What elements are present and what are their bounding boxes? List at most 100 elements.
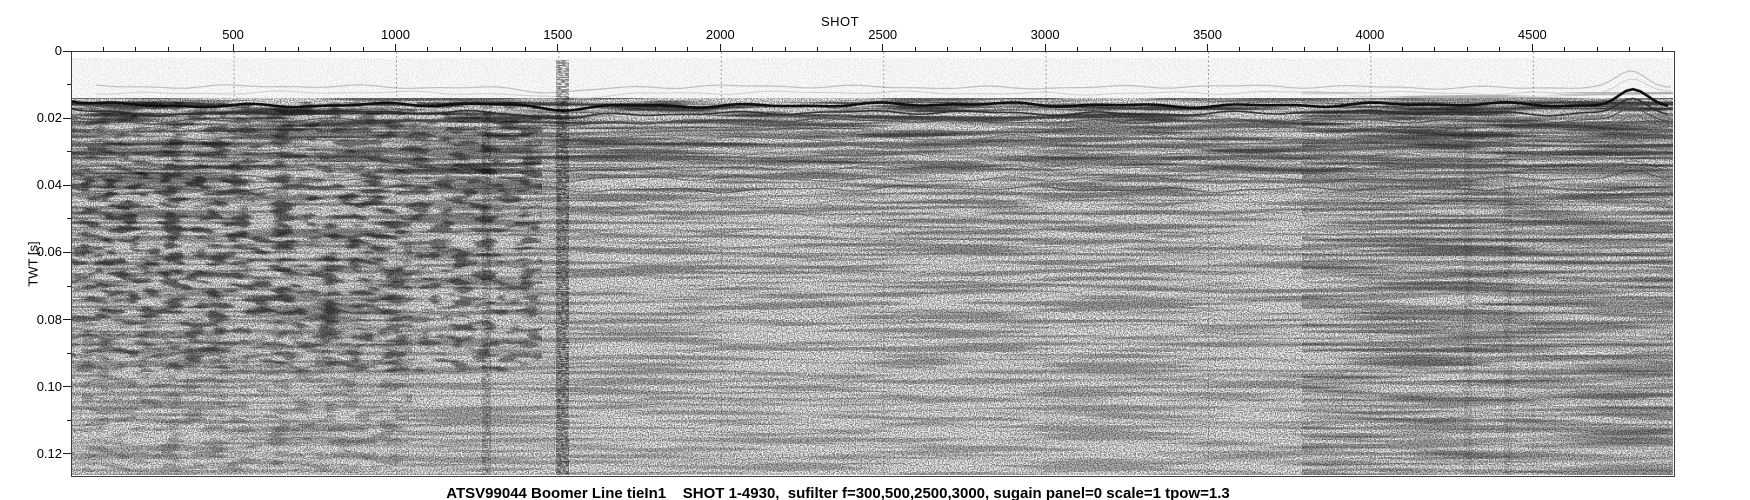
reflector-path [72, 87, 1669, 112]
reflector-path [72, 367, 1669, 377]
y-axis-minor-tick [67, 352, 71, 354]
plot-caption: ATSV99044 Boomer Line tieIn1 SHOT 1-4930… [446, 485, 1230, 500]
x-axis-minor-tick [654, 47, 656, 51]
faint-trace-stripe [1464, 112, 1472, 475]
reflector-path [72, 114, 1669, 135]
noisy-trace-stripe-shot1500 [556, 60, 569, 475]
reflector-path [72, 210, 1669, 220]
x-axis-minor-tick [135, 47, 137, 51]
x-axis-major-tick [882, 44, 884, 51]
x-axis-minor-tick [492, 47, 494, 51]
x-axis-minor-tick [1239, 47, 1241, 51]
x-axis-title: SHOT [820, 14, 860, 29]
x-axis-major-tick [1531, 44, 1533, 51]
x-axis-tick-label: 4000 [1355, 27, 1385, 42]
y-axis-minor-tick [67, 151, 71, 153]
x-axis-minor-tick [1596, 47, 1598, 51]
reflector-path [72, 106, 1669, 127]
x-axis-major-tick [232, 44, 234, 51]
y-axis-major-tick [63, 386, 71, 388]
y-axis-minor-tick [67, 84, 71, 86]
y-axis-tick-label: 0.02 [36, 110, 62, 126]
x-axis-minor-tick [817, 47, 819, 51]
y-axis-major-tick [63, 251, 71, 253]
x-axis-minor-tick [1564, 47, 1566, 51]
y-axis-tick-label: 0.10 [36, 378, 62, 394]
x-axis-minor-tick [200, 47, 202, 51]
x-axis-minor-tick [622, 47, 624, 51]
x-axis-major-tick [719, 44, 721, 51]
reflector-path [72, 262, 1668, 272]
x-axis-tick-label: 2000 [705, 27, 735, 42]
reflector-path [72, 197, 1669, 207]
x-axis-minor-tick [1012, 47, 1014, 51]
seismic-image [72, 52, 1673, 475]
y-axis-major-tick [63, 184, 71, 186]
y-axis-major-tick [63, 117, 71, 119]
noisy-trace-stripe-secondary [482, 112, 491, 475]
reflector-path [72, 139, 1669, 152]
x-axis-minor-tick [1304, 47, 1306, 51]
reflector-path [72, 160, 1669, 173]
reflector-path [72, 97, 1669, 120]
x-axis-minor-tick [849, 47, 851, 51]
reflector-path [72, 170, 1669, 184]
x-axis-minor-tick [1336, 47, 1338, 51]
x-axis-minor-tick [914, 47, 916, 51]
y-axis-major-tick [63, 453, 71, 455]
y-axis-major-tick [63, 50, 71, 52]
reflector-path [72, 337, 1669, 347]
x-axis-major-tick [557, 44, 559, 51]
reflector-wiggles [72, 70, 1672, 449]
x-axis-tick-label: 3500 [1193, 27, 1222, 42]
x-axis-minor-tick [1109, 47, 1111, 51]
x-axis-minor-tick [427, 47, 429, 51]
y-axis-tick-label: 0.06 [36, 244, 62, 260]
x-axis-minor-tick [752, 47, 754, 51]
x-axis-minor-tick [687, 47, 689, 51]
x-axis-minor-tick [1271, 47, 1273, 51]
x-axis-minor-tick [459, 47, 461, 51]
x-axis-minor-tick [947, 47, 949, 51]
reflector-path [72, 285, 1669, 295]
x-axis-minor-tick [265, 47, 267, 51]
x-axis-major-tick [1207, 44, 1209, 51]
x-axis-tick-label: 1500 [543, 27, 573, 42]
x-axis-minor-tick [102, 47, 104, 51]
x-axis-tick-label: 1000 [381, 27, 410, 42]
x-axis-tick-label: 500 [222, 27, 244, 42]
reflector-path [72, 403, 1669, 412]
x-axis-minor-tick [1629, 47, 1631, 51]
reflector-path [72, 439, 1669, 449]
x-axis-minor-tick [1434, 47, 1436, 51]
x-axis-minor-tick [1174, 47, 1176, 51]
y-axis-minor-tick [67, 218, 71, 220]
y-axis-major-tick [63, 319, 71, 321]
x-axis-major-tick [1369, 44, 1371, 51]
x-axis-minor-tick [297, 47, 299, 51]
x-axis-minor-tick [1466, 47, 1468, 51]
x-axis-minor-tick [1142, 47, 1144, 51]
reflector-path [72, 148, 1669, 162]
x-axis-tick-label: 3000 [1030, 27, 1060, 42]
right-streak-zone [1302, 92, 1673, 475]
reflector-path [72, 123, 1669, 143]
reflector-path [72, 225, 1669, 235]
x-axis-minor-tick [589, 47, 591, 51]
x-axis-minor-tick [167, 47, 169, 51]
x-axis-major-tick [1044, 44, 1046, 51]
x-axis-minor-tick [1661, 47, 1663, 51]
y-axis-tick-label: 0 [54, 43, 62, 58]
x-axis-minor-tick [979, 47, 981, 51]
x-axis-minor-tick [784, 47, 786, 51]
faint-trace-stripe [1504, 112, 1512, 475]
reflector-path [72, 309, 1669, 319]
x-axis-minor-tick [1401, 47, 1403, 51]
x-axis-tick-label: 4500 [1517, 27, 1547, 42]
reflector-path [72, 243, 1669, 253]
x-axis-minor-tick [524, 47, 526, 51]
y-axis-tick-label: 0.08 [36, 311, 62, 327]
y-axis-tick-label: 0.12 [36, 445, 62, 461]
dotted-gridlines [72, 52, 1673, 475]
